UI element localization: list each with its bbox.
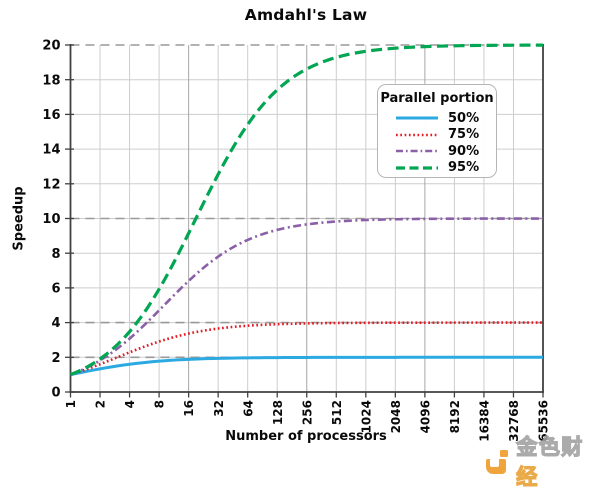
series-curve-95 (69, 43, 544, 377)
watermark-text: 金色财经 (516, 434, 584, 489)
jinse-finance-watermark: 金色财经 (486, 431, 600, 491)
x-tick-label: 4096 (418, 400, 432, 433)
x-tick-label: 256 (300, 400, 314, 425)
x-tick-label: 65536 (537, 400, 551, 442)
x-tick-label: 16384 (478, 400, 492, 442)
legend-box: Parallel portion 50% 75% 90% 95% (377, 84, 497, 178)
x-tick-label: 128 (271, 400, 285, 425)
y-tick-label: 10 (42, 212, 60, 227)
y-tick-label: 8 (51, 247, 60, 262)
chart-title: Amdahl's Law (244, 6, 368, 24)
legend-title: Parallel portion (380, 91, 494, 106)
watermark-accent-char: 经 (516, 464, 539, 489)
legend-line-sample-50-icon (396, 116, 438, 120)
legend-item-95: 95% (378, 160, 496, 177)
legend-item-90: 90% (378, 143, 496, 160)
x-tick-label: 2048 (389, 400, 403, 433)
series-curve-90 (70, 217, 544, 376)
legend-item-75: 75% (378, 127, 496, 144)
x-axis-label: Number of processors (225, 429, 387, 444)
x-tick-label: 16 (182, 400, 196, 417)
y-tick-label: 16 (42, 108, 60, 123)
legend-line-sample-95-icon (396, 166, 438, 170)
y-tick-label: 14 (42, 143, 60, 158)
x-tick-label: 32 (212, 400, 226, 417)
legend-line-sample-75-icon (396, 133, 438, 137)
legend-label-95: 95% (448, 160, 480, 176)
y-tick-label: 18 (42, 73, 60, 88)
x-tick-label: 8 (153, 400, 167, 408)
legend-label-50: 50% (448, 110, 480, 126)
x-tick-label: 64 (241, 400, 255, 417)
y-tick-label: 2 (51, 351, 60, 366)
series-curve-50 (70, 355, 543, 377)
legend-line-sample-90-icon (396, 149, 438, 153)
legend-label-90: 90% (448, 143, 480, 159)
y-tick-label: 12 (42, 177, 60, 192)
x-tick-label: 512 (330, 400, 344, 425)
jinse-logo-icon (486, 448, 509, 474)
y-tick-label: 20 (42, 39, 60, 54)
legend-item-50: 50% (378, 110, 496, 127)
x-tick-label: 1 (64, 400, 78, 408)
x-tick-label: 2 (94, 400, 108, 408)
y-tick-label: 0 (51, 386, 60, 401)
x-tick-label: 32768 (507, 400, 521, 442)
legend-label-75: 75% (448, 127, 480, 143)
series-curve-75 (70, 321, 543, 376)
x-tick-label: 4 (123, 400, 137, 408)
x-tick-label: 8192 (448, 400, 462, 433)
x-tick-label: 1024 (359, 400, 373, 433)
y-tick-label: 4 (51, 316, 60, 331)
y-tick-label: 6 (51, 282, 60, 297)
y-axis-label: Speedup (11, 186, 27, 251)
